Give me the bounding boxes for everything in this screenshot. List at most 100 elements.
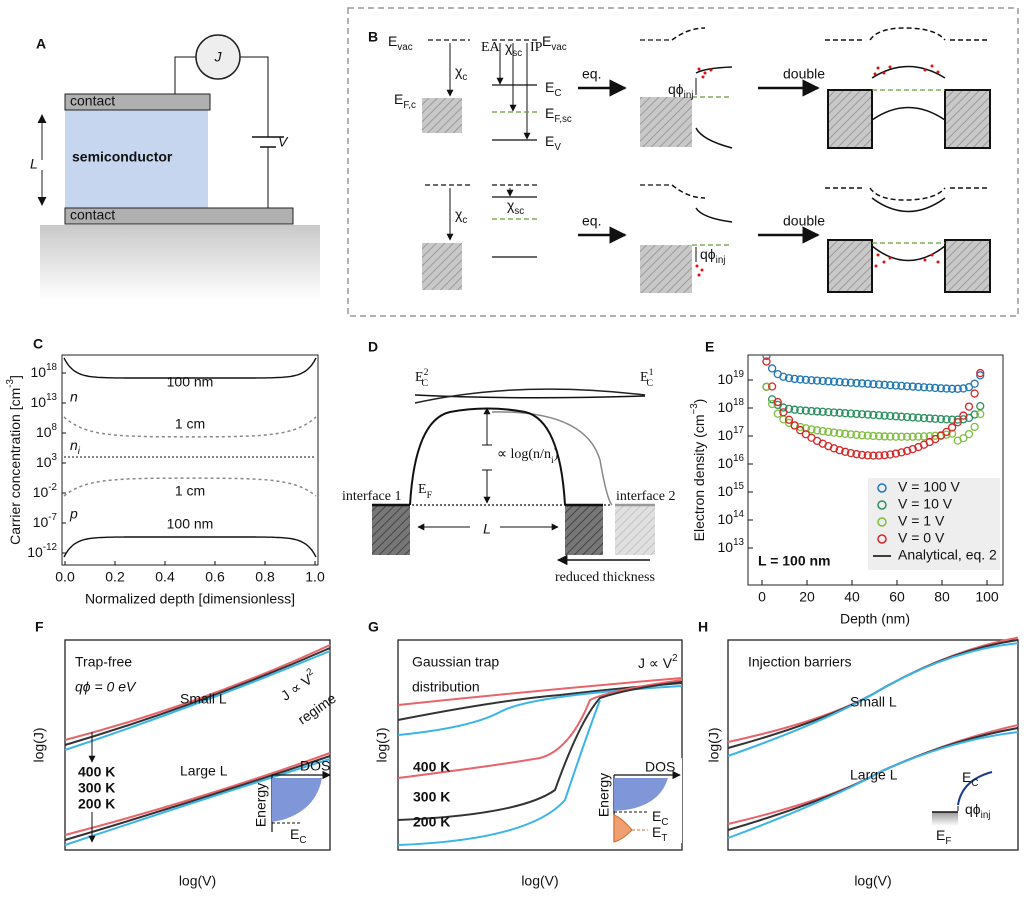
charge [703,71,707,75]
y-tick-label-main: 10 [27,544,43,560]
label-main: χ [455,63,463,79]
label: double [783,213,825,229]
y-tick-label-main: 10 [718,427,734,443]
label-main: E [545,133,554,149]
curve [825,187,990,201]
panel-letter: E [705,339,714,355]
curve [695,66,733,74]
label: qϕinj [965,801,990,821]
label: qϕ = 0 eV [75,679,137,695]
data-point [908,432,917,441]
data-point [874,411,884,420]
data-point [897,448,906,457]
data-point [970,389,979,398]
label: EF,sc [545,105,572,125]
label: χsc [507,197,524,217]
data-point [852,450,861,459]
label: χsc [505,39,522,59]
y-tick-label-main: 10 [33,484,49,500]
legend-label: V = 1 V [898,513,945,529]
y-tick-label: 1014 [718,509,745,527]
label-main: qϕ [668,81,684,97]
curve [825,27,990,41]
y-axis-label-sup: -3 [5,378,16,387]
data-point [779,403,788,412]
panel-letter: G [368,619,379,635]
data-point [880,432,889,441]
data-point [801,375,811,385]
data-point [942,415,951,424]
y-tick-label-sup: 3 [52,452,58,463]
data-point [936,384,946,393]
label-main: E [418,482,427,497]
label: Large L [850,767,898,783]
y-axis-label: Electron density (cm−3) [689,399,707,542]
charge [876,66,880,70]
data-point [812,426,822,435]
legend-marker [877,483,887,493]
y-tick-label-sup: -12 [43,542,57,553]
panel-letter: B [368,29,378,45]
data-point [970,422,979,432]
contact-label: contact [70,93,115,109]
data-point [891,449,901,458]
data-point [970,410,979,419]
label: J [214,49,223,65]
data-point [953,415,962,424]
label: 200 K [413,814,450,830]
curve [64,758,331,846]
data-point [779,372,788,381]
y-tick-label-sup: 14 [733,509,744,520]
data-point [908,444,917,454]
label: semiconductor [72,149,173,165]
y-tick-label: 1017 [718,425,744,443]
data-point [902,432,912,441]
label: χc [455,63,467,83]
data-point [886,381,895,390]
y-tick-label-main: 10 [31,364,47,380]
label: EC [290,826,306,846]
legend-label: V = 0 V [898,530,945,546]
x-tick-label: 40 [844,589,860,605]
curve [240,56,269,137]
curve [64,650,331,751]
panel-letter: D [368,339,378,355]
data-point [762,355,771,361]
data-point [942,430,951,439]
data-point [925,414,934,423]
y-tick-label: 10-7 [33,512,57,530]
charge [700,268,704,272]
x-tick-label: 80 [934,589,950,605]
data-point [762,357,771,366]
label-sub: C [421,378,428,389]
legend [868,478,1000,570]
data-point [767,399,777,409]
data-point [812,376,822,385]
charge [701,75,705,79]
label-sub: vac [397,42,412,53]
label-sub: V [554,142,561,153]
dos-fill [614,778,668,811]
charge [888,65,892,69]
label: Evac [542,33,567,53]
data-point [914,382,923,392]
curve [871,197,946,213]
y-tick-label: 103 [36,452,58,470]
label-main: E [542,33,551,49]
plot-frame [397,639,683,851]
data-point [829,428,839,437]
label: DOS [645,759,675,775]
data-point [897,412,906,421]
data-point [891,412,901,421]
label-sup: 1 [649,367,654,378]
data-point [857,379,867,388]
plot-frame [64,639,331,851]
label: Small L [180,691,227,707]
metal [422,243,462,290]
curve [397,681,683,821]
data-point [959,434,968,443]
data-point [835,408,844,417]
data-point [919,432,929,441]
data-point [902,382,912,391]
data-point [846,448,856,458]
